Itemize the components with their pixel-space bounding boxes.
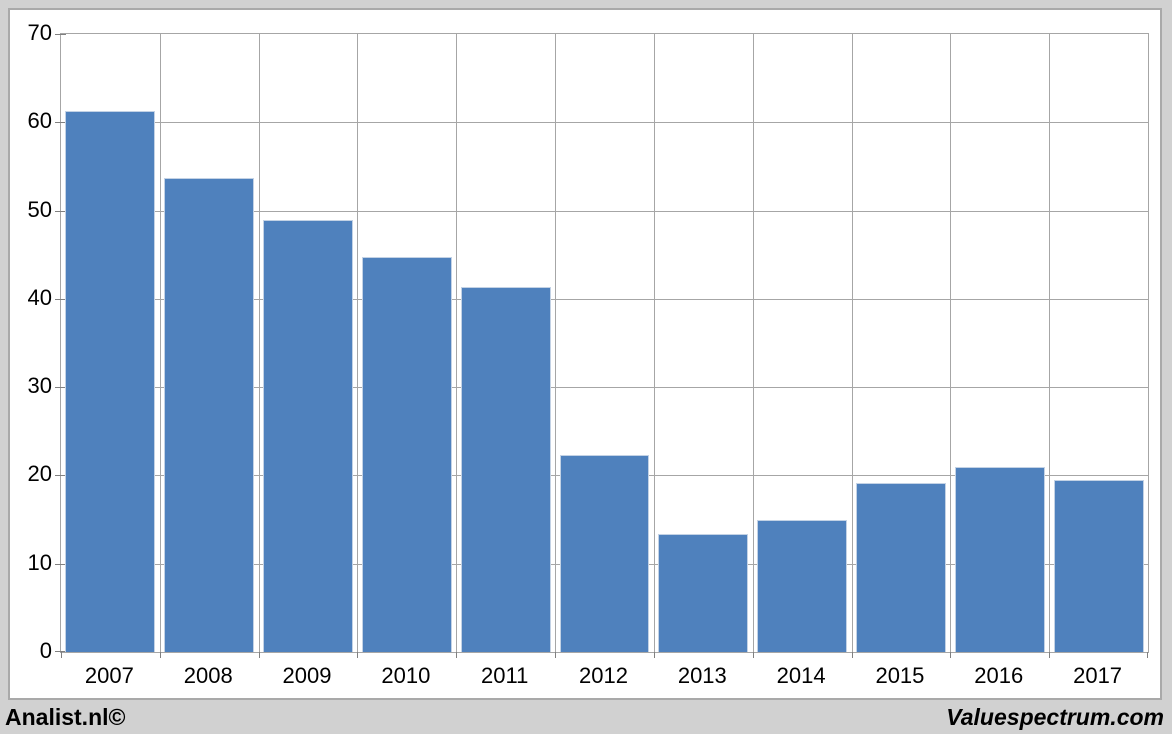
x-tick-label: 2007 xyxy=(84,663,134,688)
x-axis-labels: 2007 2008 2009 2010 2011 2012 2013 2014 2015 2016… xyxy=(60,662,1147,692)
gridline-v xyxy=(456,34,458,652)
x-axis-tick xyxy=(1147,652,1148,658)
bar-2015 xyxy=(855,482,946,652)
x-tick-label: 2011 xyxy=(481,663,529,688)
y-axis-tick xyxy=(55,122,66,124)
valuespectrum-watermark: Valuespectrum.com xyxy=(946,704,1164,730)
bar-2012 xyxy=(559,455,650,652)
y-tick-label: 40 xyxy=(27,284,52,310)
y-axis-tick xyxy=(55,387,66,389)
gridline-h xyxy=(61,387,1148,389)
plot-area xyxy=(55,33,1149,658)
gridline-h xyxy=(61,122,1148,124)
x-axis-tick xyxy=(851,652,853,658)
y-tick-label: 70 xyxy=(27,20,52,45)
y-tick-label: 0 xyxy=(39,638,52,663)
x-tick-label: 2014 xyxy=(776,663,826,688)
x-axis-tick xyxy=(555,652,557,658)
x-axis-tick xyxy=(61,652,62,658)
y-axis-tick xyxy=(55,563,66,565)
y-tick-label: 30 xyxy=(27,373,52,399)
x-axis-tick xyxy=(752,652,754,658)
bar-2016 xyxy=(954,466,1045,652)
gridline-v xyxy=(258,34,260,652)
gridline-v xyxy=(752,34,754,652)
gridline-v xyxy=(950,34,952,652)
y-axis-labels: 0 10 20 30 40 50 60 70 xyxy=(10,20,52,663)
x-axis-tick xyxy=(653,652,655,658)
bar-2010 xyxy=(361,257,452,652)
bar-2008 xyxy=(164,177,255,652)
chart-canvas: 0 10 20 30 40 50 60 70 2007 2008 2009 2010 2011 2012… xyxy=(8,8,1162,700)
y-axis-tick xyxy=(55,298,66,300)
bar-2014 xyxy=(757,519,848,652)
x-tick-label: 2013 xyxy=(677,663,727,688)
gridline-v xyxy=(1049,34,1051,652)
x-axis-tick xyxy=(258,652,260,658)
y-axis-tick xyxy=(55,475,66,477)
x-tick-label: 2012 xyxy=(579,663,628,688)
y-tick-label: 50 xyxy=(27,196,52,222)
x-tick-label: 2009 xyxy=(282,663,332,688)
x-tick-label: 2015 xyxy=(875,663,925,688)
bar-2017 xyxy=(1053,479,1144,652)
bar-2009 xyxy=(263,220,353,652)
x-tick-label: 2016 xyxy=(974,663,1024,688)
y-axis-tick xyxy=(55,34,66,35)
gridline-v xyxy=(851,34,853,652)
gridline-v xyxy=(653,34,655,652)
gridline-v xyxy=(159,34,161,652)
bar-2007 xyxy=(65,110,156,652)
x-tick-label: 2017 xyxy=(1073,663,1123,688)
x-axis-tick xyxy=(1049,652,1051,658)
x-axis-tick xyxy=(357,652,359,658)
bar-2011 xyxy=(460,286,551,652)
gridline-h xyxy=(61,210,1148,212)
y-axis-tick xyxy=(55,651,66,652)
y-axis-tick xyxy=(55,210,66,212)
x-tick-label: 2010 xyxy=(381,663,431,688)
gridline-v xyxy=(555,34,557,652)
analist-watermark: Analist.nl© xyxy=(5,704,126,730)
y-tick-label: 60 xyxy=(27,108,52,134)
x-axis-tick xyxy=(159,652,161,658)
y-tick-label: 20 xyxy=(27,461,52,487)
bar-2013 xyxy=(658,533,749,652)
x-axis-tick xyxy=(456,652,458,658)
x-axis-tick xyxy=(950,652,952,658)
y-tick-label: 10 xyxy=(27,549,52,575)
gridline-v xyxy=(357,34,359,652)
x-tick-label: 2008 xyxy=(183,663,233,688)
gridline-h xyxy=(61,298,1148,300)
